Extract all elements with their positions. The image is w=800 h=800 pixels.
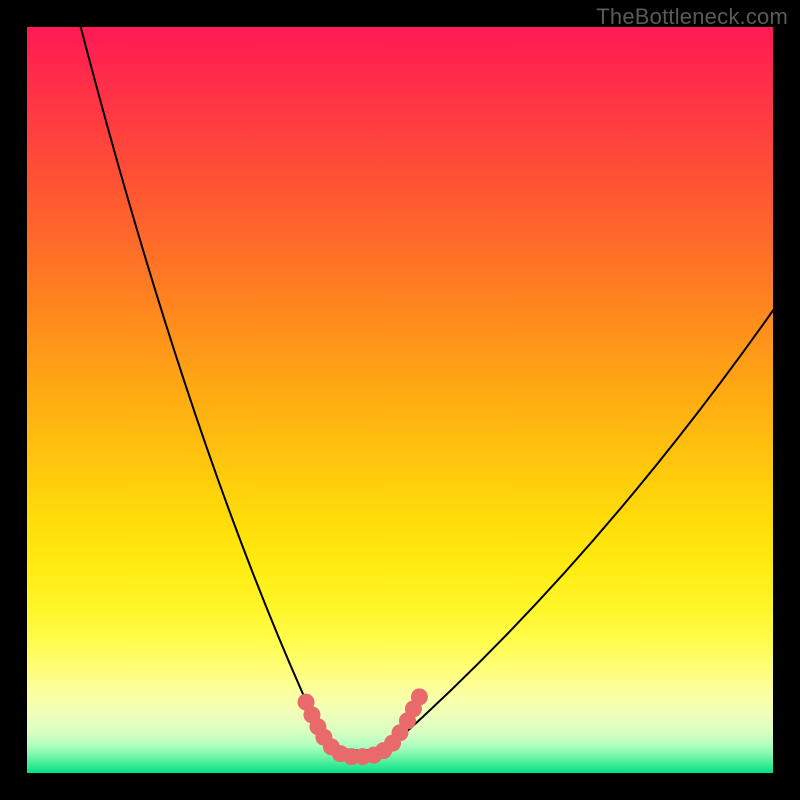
chart-container: TheBottleneck.com <box>0 0 800 800</box>
marker-dot <box>411 688 428 705</box>
plot-background <box>27 27 773 773</box>
plot-area <box>27 27 773 773</box>
watermark-text: TheBottleneck.com <box>596 4 788 30</box>
plot-svg <box>27 27 773 773</box>
